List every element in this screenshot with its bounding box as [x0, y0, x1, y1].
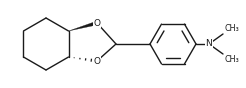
Text: O: O: [93, 18, 101, 27]
Polygon shape: [69, 21, 97, 31]
Text: N: N: [206, 40, 212, 48]
Text: O: O: [93, 56, 101, 65]
Text: CH₃: CH₃: [225, 55, 239, 64]
Text: CH₃: CH₃: [225, 24, 239, 33]
